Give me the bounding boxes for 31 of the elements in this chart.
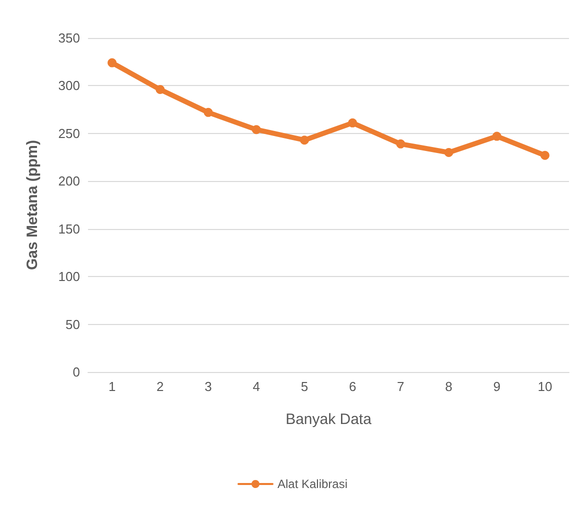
- x-tick-label: 5: [300, 379, 308, 394]
- y-tick-label: 0: [72, 364, 80, 380]
- y-tick-label: 50: [66, 316, 80, 332]
- x-tick-label: 7: [397, 379, 404, 394]
- y-axis-title: Gas Metana (ppm): [24, 140, 41, 270]
- x-tick-label: 10: [538, 379, 552, 394]
- y-tick-label: 200: [58, 174, 80, 189]
- y-tick-label: 250: [58, 126, 80, 141]
- x-tick-label: 9: [493, 379, 500, 394]
- point: [252, 125, 261, 134]
- point: [204, 108, 213, 117]
- point: [540, 150, 550, 160]
- x-tick-label: 3: [204, 379, 212, 394]
- legend-label: Alat Kalibrasi: [277, 477, 348, 491]
- y-tick-label: 350: [58, 30, 80, 46]
- y-tick-label: 300: [58, 78, 80, 94]
- x-axis-title: Banyak Data: [286, 411, 372, 428]
- point: [108, 58, 117, 68]
- point: [156, 85, 165, 94]
- x-tick-label: 6: [348, 379, 356, 394]
- x-tick-label: 4: [252, 379, 260, 394]
- point: [300, 136, 309, 145]
- y-tick-label: 150: [58, 221, 80, 236]
- point: [396, 139, 406, 148]
- x-tick-label: 8: [445, 379, 452, 394]
- y-tick-label: 100: [58, 269, 80, 284]
- point: [444, 148, 454, 158]
- x-tick-label: 2: [156, 379, 164, 394]
- point: [348, 118, 358, 128]
- x-tick-label: 1: [108, 379, 116, 394]
- point: [492, 132, 502, 141]
